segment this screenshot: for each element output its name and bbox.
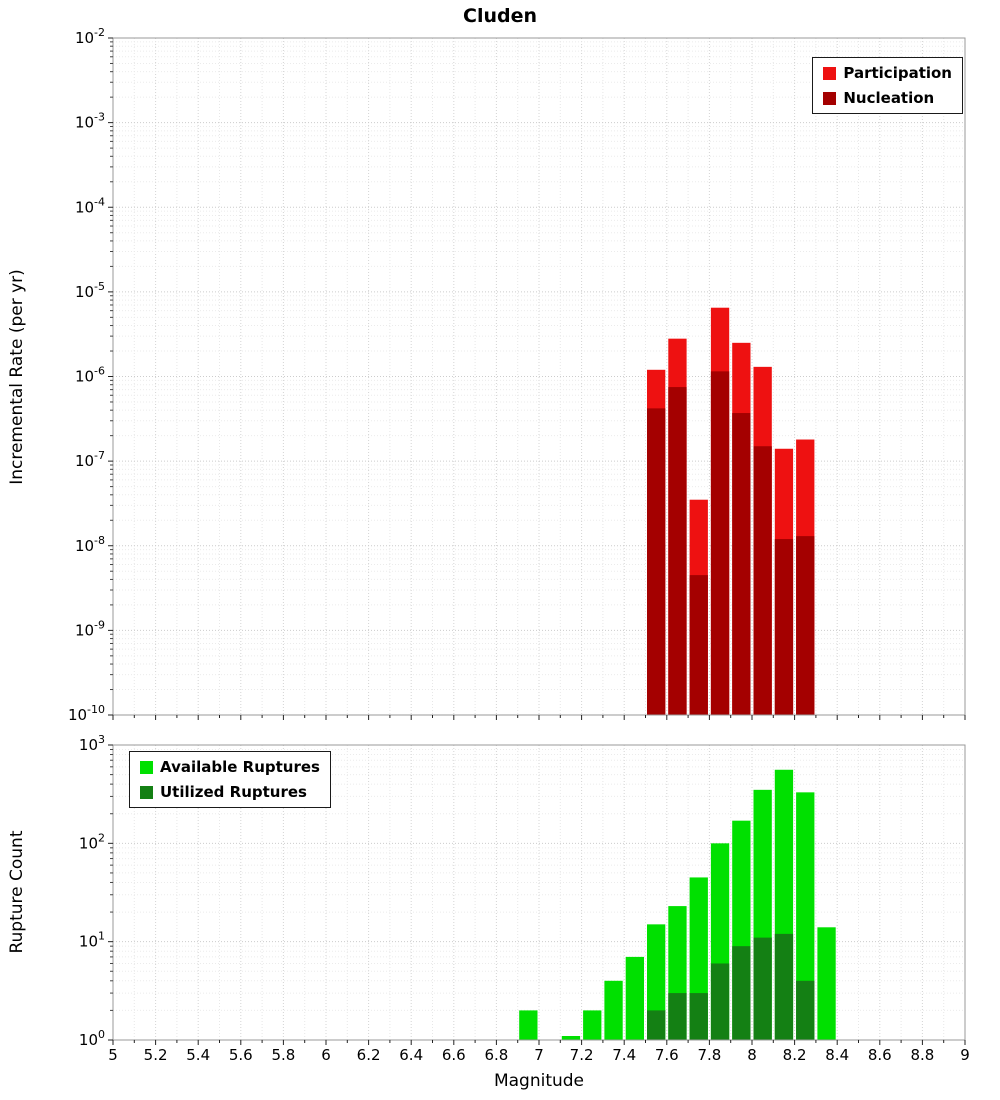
x-tick-label: 7 (534, 1046, 544, 1064)
utilized-bar (689, 993, 708, 1040)
available-bar (561, 1036, 581, 1040)
x-tick-label: 6.4 (399, 1046, 423, 1064)
utilized-bar (710, 963, 730, 1040)
y-tick-label: 10-10 (68, 703, 105, 724)
y-tick-label: 100 (79, 1028, 105, 1049)
available-bar (625, 956, 644, 1040)
legend-item-nucleation: Nucleation (823, 89, 952, 107)
x-axis-label: Magnitude (494, 1071, 584, 1091)
nucleation-bar (753, 446, 772, 715)
x-tick-label: 6.8 (484, 1046, 508, 1064)
x-tick-label: 8.8 (910, 1046, 934, 1064)
count-legend: Available Ruptures Utilized Ruptures (129, 751, 331, 808)
y-tick-label: 10-2 (75, 26, 105, 47)
x-tick-label: 7.8 (697, 1046, 721, 1064)
count-y-axis-label: Rupture Count (7, 830, 27, 953)
y-tick-label: 101 (79, 930, 105, 951)
utilized-bar (668, 993, 687, 1040)
y-tick-label: 102 (79, 831, 105, 852)
rate-plot: 10-2 10-3 10-4 10-5 10-6 10-7 10-8 10-9 10-10 (68, 26, 966, 724)
available-bar (604, 980, 623, 1040)
available-bar (583, 1010, 602, 1040)
nucleation-legend-label: Nucleation (843, 89, 935, 107)
rate-legend: Participation Nucleation (812, 57, 963, 114)
utilized-bar (774, 933, 794, 1040)
legend-item-utilized: Utilized Ruptures (140, 783, 320, 801)
nucleation-swatch (823, 91, 837, 105)
utilized-swatch (140, 785, 153, 799)
x-tick-label: 5.8 (271, 1046, 295, 1064)
nucleation-bar (710, 371, 730, 715)
participation-swatch (823, 66, 837, 80)
x-tick-label: 6.2 (357, 1046, 381, 1064)
legend-item-participation: Participation (823, 64, 952, 82)
x-tick-label: 7.6 (655, 1046, 679, 1064)
y-tick-label: 10-9 (75, 618, 105, 639)
available-bar (817, 927, 836, 1040)
utilized-bar (796, 980, 815, 1040)
nucleation-bar (774, 539, 794, 715)
legend-item-available: Available Ruptures (140, 758, 320, 776)
utilized-legend-label: Utilized Ruptures (160, 783, 307, 801)
x-tick-label: 5.6 (229, 1046, 253, 1064)
utilized-bar (732, 946, 751, 1040)
utilized-bar (647, 1010, 666, 1040)
x-tick-label: 8.6 (868, 1046, 892, 1064)
available-bar (796, 792, 815, 1040)
x-tick-label: 6 (321, 1046, 331, 1064)
x-tick-label: 8.4 (825, 1046, 849, 1064)
x-tick-label: 7.4 (612, 1046, 636, 1064)
participation-legend-label: Participation (843, 64, 952, 82)
x-tick-label: 7.2 (570, 1046, 594, 1064)
nucleation-bar (796, 536, 815, 715)
chart-title: Cluden (463, 5, 537, 27)
y-tick-label: 10-7 (75, 449, 105, 470)
x-tick-label: 5 (108, 1046, 118, 1064)
x-tick-label: 9 (960, 1046, 970, 1064)
nucleation-bar (732, 413, 751, 715)
x-tick-label: 8 (747, 1046, 757, 1064)
y-tick-label: 10-6 (75, 365, 105, 386)
x-tick-label: 6.6 (442, 1046, 466, 1064)
nucleation-bar (689, 575, 708, 715)
x-tick-label: 8.2 (783, 1046, 807, 1064)
x-tick-label: 5.2 (144, 1046, 168, 1064)
available-swatch (140, 760, 153, 774)
utilized-bar (753, 937, 772, 1040)
y-tick-label: 10-8 (75, 534, 105, 555)
rate-y-axis-label: Incremental Rate (per yr) (7, 269, 27, 485)
available-legend-label: Available Ruptures (160, 758, 320, 776)
y-tick-label: 10-4 (75, 195, 105, 216)
y-tick-label: 10-5 (75, 280, 105, 301)
nucleation-bar (668, 387, 687, 715)
nucleation-bar (647, 408, 666, 715)
y-tick-label: 10-3 (75, 111, 105, 132)
y-tick-label: 103 (79, 733, 105, 754)
available-bar (519, 1010, 538, 1040)
x-tick-label: 5.4 (186, 1046, 210, 1064)
